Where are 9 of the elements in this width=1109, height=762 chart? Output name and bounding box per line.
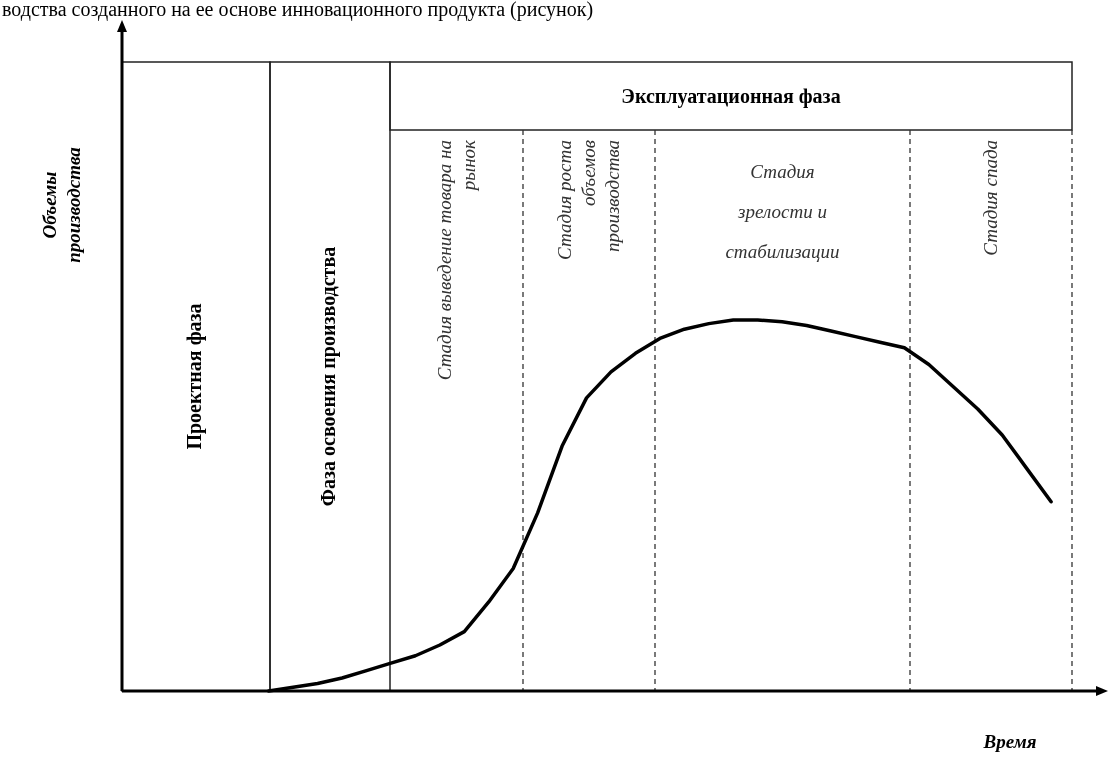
text: Эксплуатационная фаза: [621, 85, 841, 108]
text: Стадия спада: [980, 140, 1001, 256]
annotation: Проектная фаза: [182, 303, 206, 450]
x-axis-title: Время: [982, 731, 1037, 752]
text: Стадия зрелости и стабилизации: [725, 161, 840, 262]
text: водства созданного на ее основе инновационного продукта (рисунок): [2, 0, 594, 21]
y-axis-title: Объемы производства: [39, 146, 84, 263]
annotation: Стадия выведение товара на рынок: [433, 138, 479, 381]
annotation: Фаза освоения производства: [316, 246, 340, 507]
